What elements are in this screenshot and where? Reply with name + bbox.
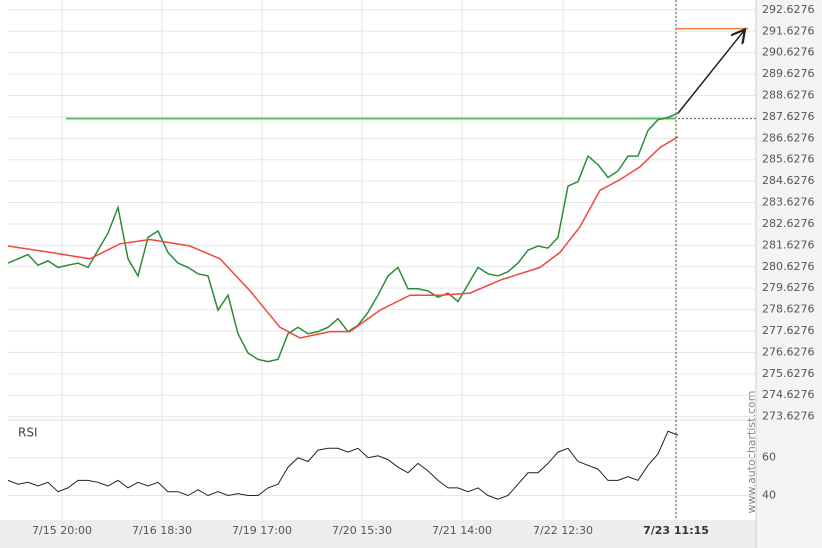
y-tick-label: 286.6276 — [762, 131, 815, 144]
x-tick-label: 7/15 20:00 — [32, 524, 92, 537]
y-tick-label: 279.6276 — [762, 281, 815, 294]
y-tick-label: 273.6276 — [762, 410, 815, 423]
x-axis-bar — [0, 520, 756, 548]
x-tick-label: 7/20 15:30 — [332, 524, 392, 537]
y-tick-label: 288.6276 — [762, 89, 815, 102]
y-tick-label: 290.6276 — [762, 46, 815, 59]
x-tick-label: 7/22 12:30 — [533, 524, 593, 537]
rsi-label: RSI — [18, 426, 38, 440]
x-tick-label: 7/19 17:00 — [232, 524, 292, 537]
y-tick-label: 291.6276 — [762, 24, 815, 37]
y-tick-label: 277.6276 — [762, 324, 815, 337]
y-tick-label: 275.6276 — [762, 367, 815, 380]
y-tick-label: 280.6276 — [762, 260, 815, 273]
y-tick-label: 282.6276 — [762, 217, 815, 230]
y-tick-label: 281.6276 — [762, 238, 815, 251]
y-tick-label: 276.6276 — [762, 345, 815, 358]
x-tick-label: 7/21 14:00 — [432, 524, 492, 537]
y-tick-label: 284.6276 — [762, 174, 815, 187]
y-axis-bar — [756, 0, 822, 548]
moving-average — [7, 136, 679, 339]
watermark: www.autochartist.com — [745, 391, 758, 514]
x-tick-label: 7/16 18:30 — [132, 524, 192, 537]
y-tick-label: 283.6276 — [762, 196, 815, 209]
rsi-line — [7, 430, 679, 500]
rsi-tick-label: 60 — [762, 451, 776, 464]
y-tick-label: 274.6276 — [762, 388, 815, 401]
y-tick-label: 287.6276 — [762, 110, 815, 123]
forecast-arrow — [677, 31, 744, 114]
price-line — [7, 112, 679, 363]
y-tick-label: 285.6276 — [762, 153, 815, 166]
y-tick-label: 292.6276 — [762, 3, 815, 16]
x-tick-label: 7/23 11:15 — [643, 524, 709, 537]
rsi-tick-label: 40 — [762, 488, 776, 501]
y-tick-label: 278.6276 — [762, 303, 815, 316]
y-tick-label: 289.6276 — [762, 67, 815, 80]
